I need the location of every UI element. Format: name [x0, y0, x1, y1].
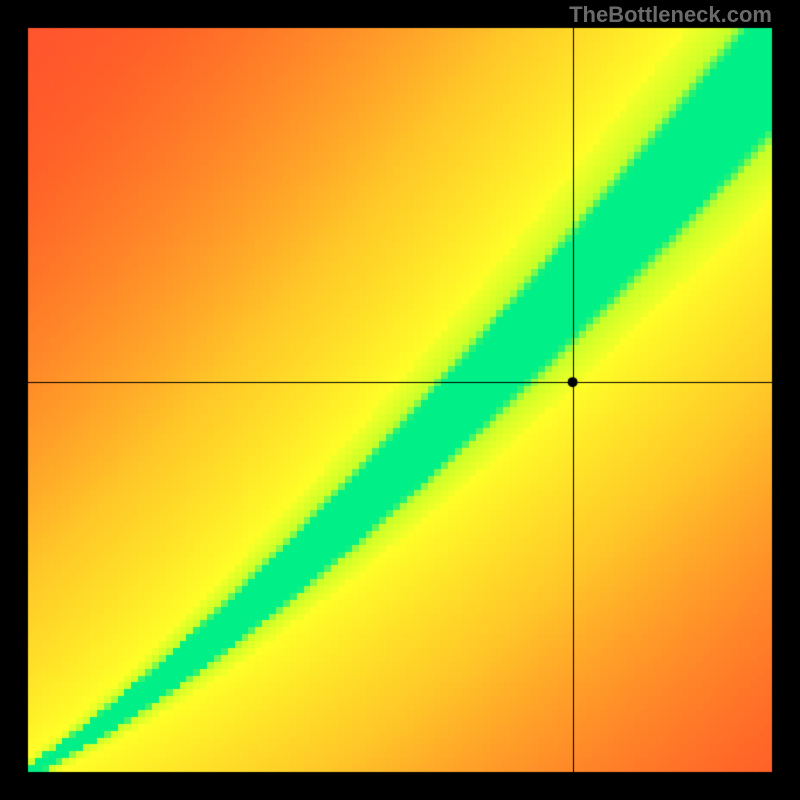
chart-container: TheBottleneck.com: [0, 0, 800, 800]
bottleneck-heatmap: [0, 0, 800, 800]
watermark-text: TheBottleneck.com: [569, 2, 772, 28]
